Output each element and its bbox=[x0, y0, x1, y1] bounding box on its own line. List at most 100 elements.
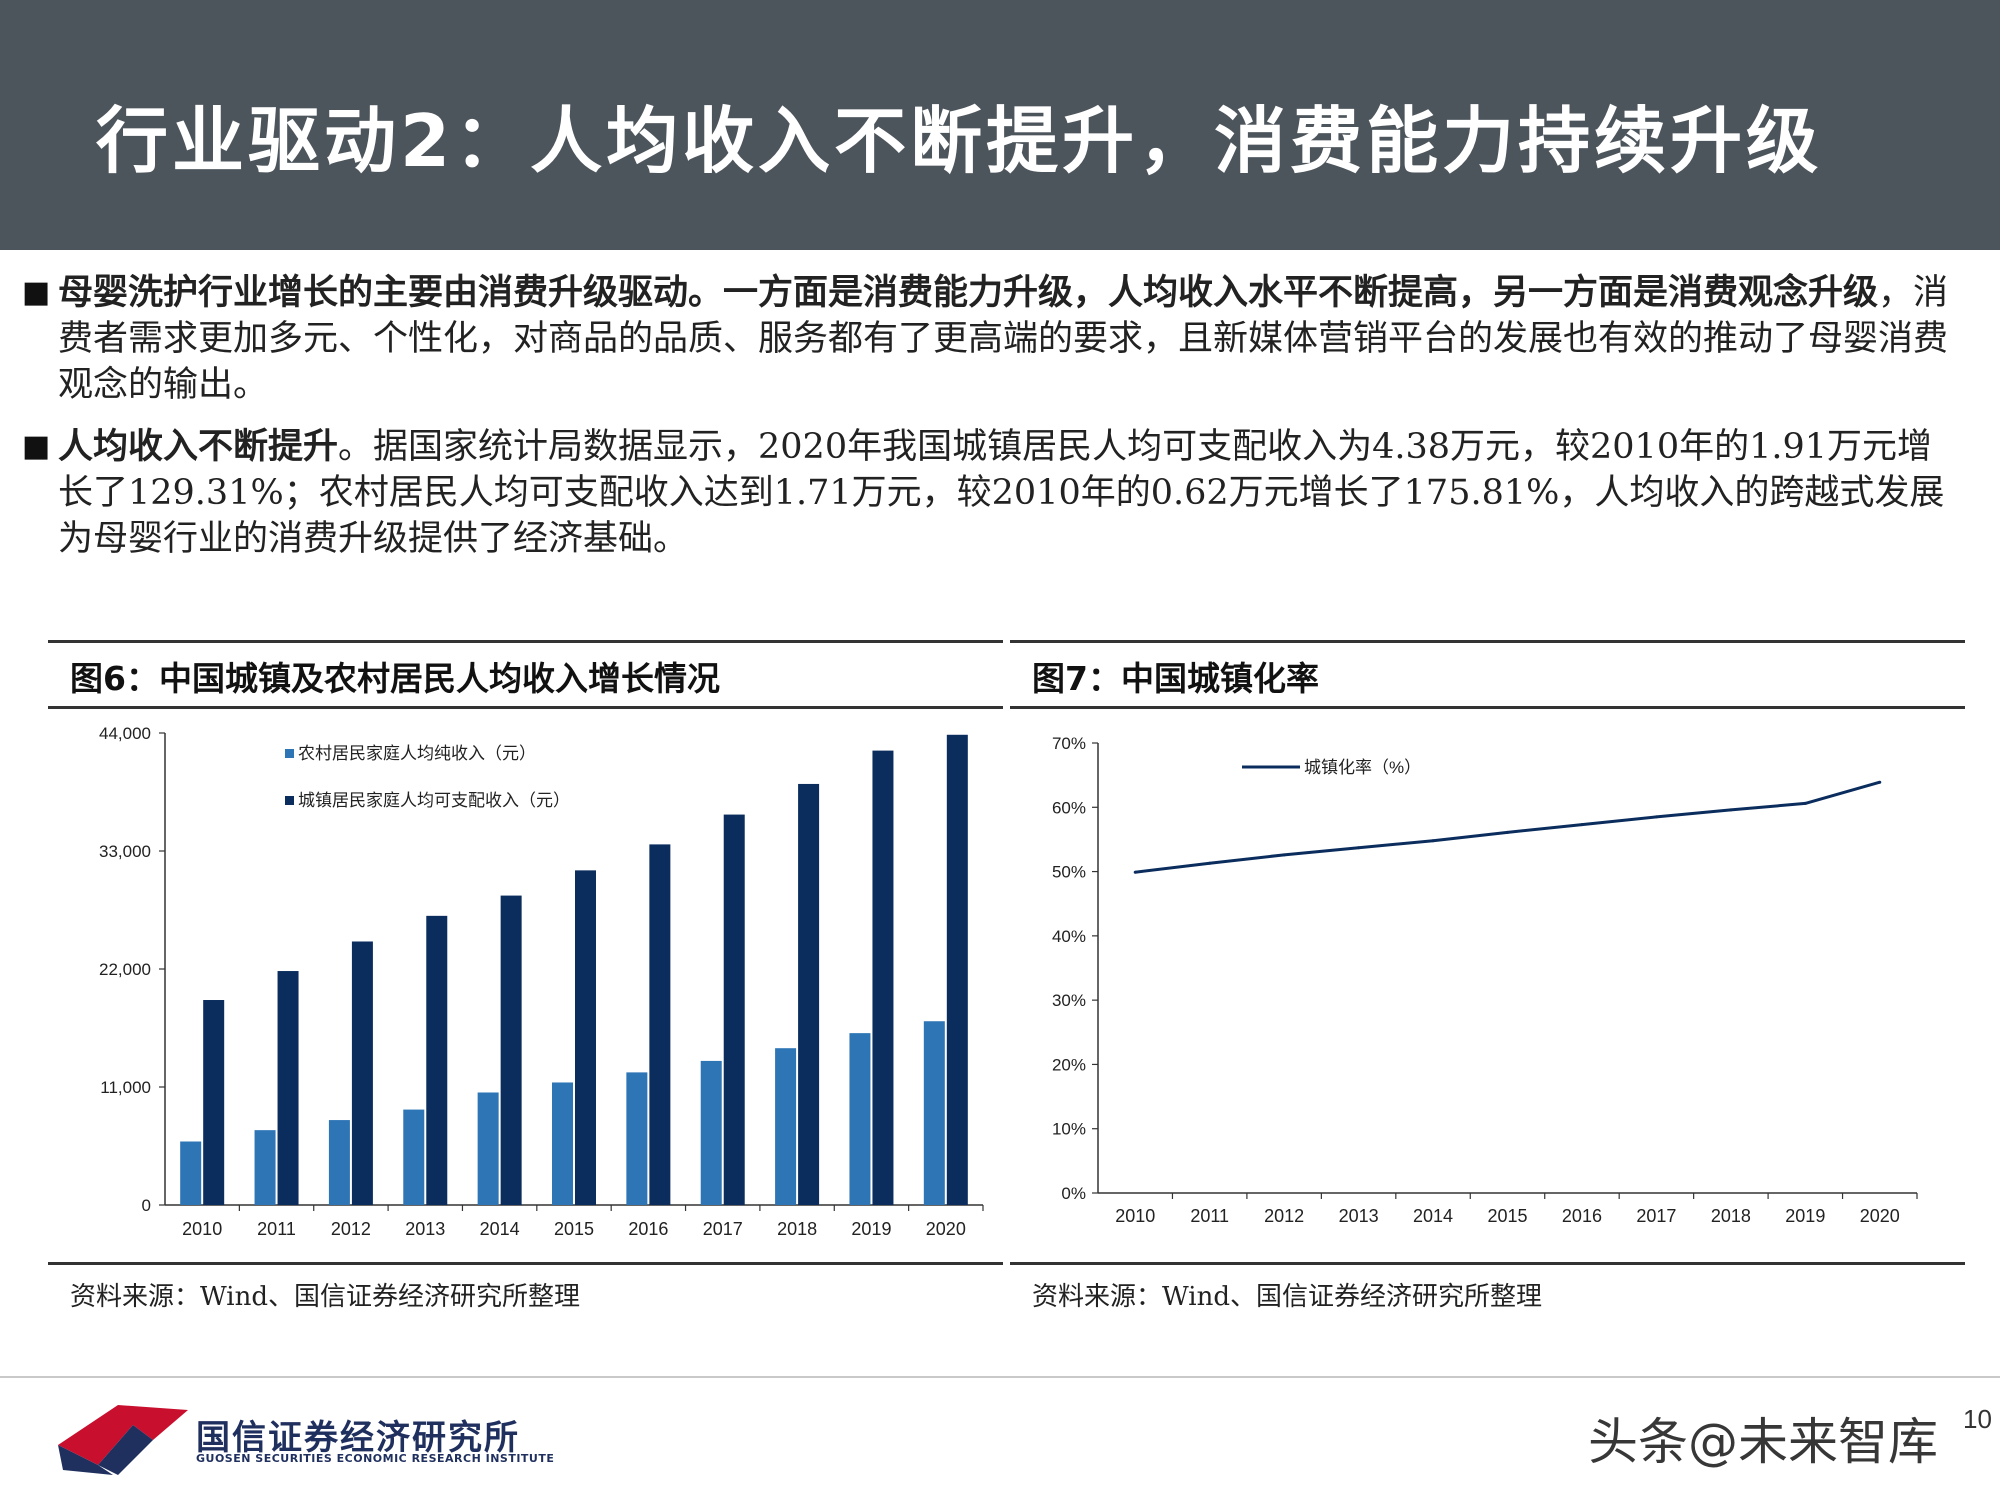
fig6-bottom-rule bbox=[48, 1262, 1003, 1265]
watermark: 头条@未来智库 bbox=[1588, 1413, 1938, 1471]
y-tick-label: 0 bbox=[142, 1196, 151, 1215]
y-tick-label: 40% bbox=[1052, 927, 1086, 946]
fig7-title-rule bbox=[1010, 706, 1965, 709]
guosen-logo-icon bbox=[58, 1405, 188, 1475]
x-tick-label: 2016 bbox=[1562, 1206, 1602, 1226]
data-point bbox=[1729, 808, 1733, 812]
bar-urban bbox=[946, 734, 968, 1205]
data-point bbox=[1654, 815, 1658, 819]
fig7-top-rule bbox=[1010, 640, 1965, 643]
data-point bbox=[1208, 861, 1212, 865]
bar-rural bbox=[700, 1060, 722, 1205]
bar-rural bbox=[477, 1092, 499, 1205]
fig6-title: 图6：中国城镇及农村居民人均收入增长情况 bbox=[70, 659, 720, 698]
bullet-2: ■ 人均收入不断提升。据国家统计局数据显示，2020年我国城镇居民人均可支配收入… bbox=[22, 424, 1962, 562]
data-point bbox=[1357, 846, 1361, 850]
data-point bbox=[1506, 830, 1509, 834]
x-tick-label: 2013 bbox=[405, 1219, 445, 1239]
bar-rural bbox=[180, 1141, 202, 1205]
bar-urban bbox=[426, 915, 448, 1205]
x-tick-label: 2014 bbox=[480, 1219, 520, 1239]
page-number: 10 bbox=[1963, 1404, 1992, 1434]
title-bar: 行业驱动2：人均收入不断提升，消费能力持续升级 bbox=[0, 0, 2000, 250]
x-tick-label: 2012 bbox=[331, 1219, 371, 1239]
fig7-title: 图7：中国城镇化率 bbox=[1032, 659, 1319, 698]
y-tick-label: 50% bbox=[1052, 863, 1086, 882]
bar-urban bbox=[277, 971, 299, 1205]
bar-rural bbox=[626, 1072, 648, 1205]
bar-rural bbox=[923, 1021, 945, 1205]
y-tick-label: 33,000 bbox=[99, 842, 151, 861]
bar-rural bbox=[328, 1120, 350, 1205]
legend-label: 农村居民家庭人均纯收入（元） bbox=[298, 744, 536, 763]
bar-rural bbox=[849, 1033, 871, 1205]
x-tick-label: 2015 bbox=[554, 1219, 594, 1239]
x-tick-label: 2019 bbox=[1785, 1206, 1825, 1226]
bullet-1: ■ 母婴洗护行业增长的主要由消费升级驱动。一方面是消费能力升级，人均收入水平不断… bbox=[22, 270, 1962, 408]
x-tick-label: 2011 bbox=[257, 1219, 296, 1239]
y-tick-label: 70% bbox=[1052, 734, 1086, 753]
data-point bbox=[1282, 853, 1286, 857]
fig6-source: 资料来源：Wind、国信证券经济研究所整理 bbox=[70, 1282, 580, 1312]
y-tick-label: 22,000 bbox=[99, 960, 151, 979]
bar-rural bbox=[775, 1048, 797, 1205]
x-tick-label: 2020 bbox=[926, 1219, 966, 1239]
x-tick-label: 2017 bbox=[703, 1219, 743, 1239]
square-bullet-icon: ■ bbox=[22, 429, 51, 464]
bar-urban bbox=[575, 870, 596, 1205]
x-tick-label: 2016 bbox=[628, 1219, 668, 1239]
data-point bbox=[1580, 823, 1584, 827]
slide-title: 行业驱动2：人均收入不断提升，消费能力持续升级 bbox=[96, 99, 1823, 183]
fig7-bottom-rule bbox=[1010, 1262, 1965, 1265]
y-tick-label: 60% bbox=[1052, 798, 1086, 817]
x-tick-label: 2014 bbox=[1413, 1206, 1453, 1226]
y-tick-label: 30% bbox=[1052, 991, 1086, 1010]
bar-rural bbox=[403, 1109, 425, 1205]
x-tick-label: 2020 bbox=[1860, 1206, 1900, 1226]
fig6-top-rule bbox=[48, 640, 1003, 643]
legend-swatch bbox=[285, 796, 294, 805]
x-tick-label: 2018 bbox=[777, 1219, 817, 1239]
bar-rural bbox=[254, 1130, 276, 1205]
bullet-1-text: ，消费者需求更加多元、个性化，对商品的品质、服务都有了更高端的要求，且新媒体营销… bbox=[58, 273, 1949, 405]
data-point bbox=[1431, 839, 1435, 843]
bar-urban bbox=[723, 814, 745, 1205]
legend-label: 城镇化率（%） bbox=[1304, 758, 1421, 777]
income-bar-chart: 44,000 33,000 22,000 11,000 0 2010 2011 2012 201… bbox=[99, 724, 984, 1239]
data-point bbox=[1878, 780, 1882, 784]
square-bullet-icon: ■ bbox=[22, 275, 51, 310]
bar-urban bbox=[203, 1000, 225, 1205]
data-point bbox=[1133, 870, 1137, 874]
x-tick-label: 2018 bbox=[1711, 1206, 1751, 1226]
footer-rule bbox=[0, 1376, 2000, 1378]
x-tick-label: 2010 bbox=[182, 1219, 222, 1239]
bar-urban bbox=[649, 844, 671, 1205]
x-tick-label: 2011 bbox=[1190, 1206, 1229, 1226]
bar-urban bbox=[798, 783, 820, 1205]
fig6-title-rule bbox=[48, 706, 1003, 709]
legend-swatch bbox=[285, 749, 294, 758]
x-tick-label: 2015 bbox=[1487, 1206, 1527, 1226]
fig7-source: 资料来源：Wind、国信证券经济研究所整理 bbox=[1032, 1282, 1542, 1312]
bar-urban bbox=[500, 895, 522, 1205]
x-tick-label: 2019 bbox=[851, 1219, 891, 1239]
x-tick-label: 2012 bbox=[1264, 1206, 1304, 1226]
data-point bbox=[1803, 801, 1807, 805]
logo-text-cn: 国信证券经济研究所 bbox=[196, 1418, 520, 1458]
legend-label: 城镇居民家庭人均可支配收入（元） bbox=[298, 791, 570, 810]
bar-urban bbox=[872, 750, 894, 1205]
x-tick-label: 2013 bbox=[1339, 1206, 1379, 1226]
bar-urban bbox=[351, 941, 373, 1205]
bullet-2-text: 。据国家统计局数据显示，2020年我国城镇居民人均可支配收入为4.38万元，较2… bbox=[58, 427, 1945, 559]
y-tick-label: 0% bbox=[1061, 1184, 1086, 1203]
y-tick-label: 20% bbox=[1052, 1055, 1086, 1074]
bullet-1-bold: 母婴洗护行业增长的主要由消费升级驱动。一方面是消费能力升级，人均收入水平不断提高… bbox=[58, 273, 1879, 313]
bar-rural bbox=[552, 1082, 573, 1205]
y-tick-label: 10% bbox=[1052, 1120, 1086, 1139]
x-tick-label: 2017 bbox=[1636, 1206, 1676, 1226]
x-tick-label: 2010 bbox=[1115, 1206, 1155, 1226]
logo-text-en: GUOSEN SECURITIES ECONOMIC RESEARCH INST… bbox=[196, 1452, 555, 1465]
series-line-urbanization bbox=[1135, 780, 1881, 874]
y-tick-label: 44,000 bbox=[99, 724, 151, 743]
urbanization-line-chart: 70% 60% 50% 40% 30% 20% 10% 0% 2010 2011 2012 2013 2… bbox=[1052, 734, 1918, 1226]
